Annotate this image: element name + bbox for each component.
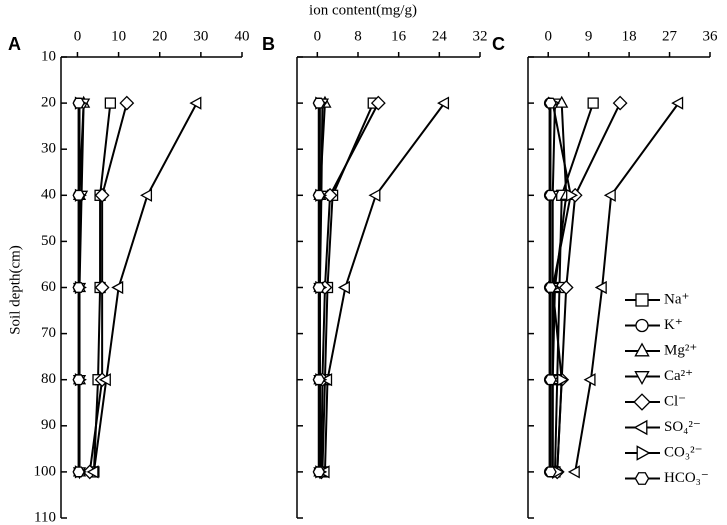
data-point [104, 97, 117, 109]
data-point [587, 97, 599, 109]
data-point [337, 280, 350, 295]
data-point [671, 96, 684, 110]
panel-label: C [492, 34, 505, 54]
legend-marker [634, 472, 650, 485]
data-point [312, 374, 326, 386]
x-tick-label: 10 [111, 28, 126, 44]
data-point [544, 282, 557, 293]
y-tick-label: 70 [41, 325, 56, 341]
x-tick-label: 0 [544, 28, 552, 44]
legend-label: SO₄²⁻ [664, 419, 701, 435]
data-point [544, 97, 557, 109]
data-point [594, 280, 607, 295]
y-tick-label: 60 [41, 279, 56, 295]
data-point [368, 188, 381, 202]
x-tick-label: 30 [193, 28, 208, 44]
panel-label: B [262, 34, 275, 54]
x-tick-label: 0 [74, 28, 82, 44]
legend-label: Na⁺ [664, 291, 689, 307]
x-tick-label: 24 [432, 28, 448, 44]
data-point [72, 97, 85, 109]
data-point [567, 465, 580, 479]
x-tick-label: 16 [391, 28, 407, 44]
legend-marker [635, 293, 649, 307]
data-point [437, 96, 450, 110]
legend-label: CO₃²⁻ [664, 444, 702, 460]
legend-label: K⁺ [664, 317, 683, 333]
data-point [312, 97, 326, 109]
legend-label: Ca²⁺ [664, 368, 693, 384]
data-point [544, 466, 557, 478]
x-tick-label: 27 [662, 28, 678, 44]
legend-marker [634, 371, 650, 386]
x-axis-label: ion content(mg/g) [309, 2, 417, 18]
data-point [72, 189, 85, 201]
data-point [557, 373, 570, 387]
data-point [189, 96, 202, 110]
data-point [140, 188, 153, 202]
y-tick-label: 80 [41, 371, 56, 387]
y-tick-label: 50 [41, 233, 56, 249]
series-line [574, 102, 680, 473]
legend-marker [633, 393, 651, 411]
data-point [72, 374, 85, 386]
data-point [94, 187, 110, 203]
data-point [583, 373, 596, 387]
data-point [544, 189, 557, 201]
data-point [86, 465, 99, 479]
data-point [612, 95, 628, 111]
x-tick-label: 8 [354, 28, 362, 44]
data-point [544, 374, 557, 386]
data-point [312, 189, 326, 201]
y-axis-label: Soil depth(cm) [7, 245, 23, 335]
panel-label: A [8, 34, 21, 54]
legend-label: HCO₃⁻ [664, 470, 709, 486]
x-tick-label: 36 [703, 28, 719, 44]
data-point [98, 373, 111, 387]
legend-label: Cl⁻ [664, 393, 686, 409]
y-tick-label: 20 [41, 95, 56, 111]
legend-marker [636, 445, 651, 461]
data-point [94, 280, 110, 295]
y-tick-label: 10 [41, 48, 56, 64]
data-point [322, 187, 338, 203]
x-tick-label: 20 [152, 28, 167, 44]
y-tick-label: 30 [41, 141, 56, 157]
x-tick-label: 0 [314, 28, 322, 44]
data-point [312, 282, 326, 293]
data-point [566, 188, 579, 202]
x-tick-label: 18 [622, 28, 637, 44]
y-tick-label: 100 [34, 463, 57, 479]
data-point [312, 466, 326, 478]
y-tick-label: 40 [41, 187, 56, 203]
legend-marker [634, 342, 650, 357]
legend-label: Mg²⁺ [664, 342, 697, 358]
legend-marker [635, 318, 649, 333]
x-tick-label: 40 [235, 28, 250, 44]
data-point [370, 95, 386, 111]
x-tick-label: 9 [585, 28, 593, 44]
data-point [72, 466, 85, 478]
y-tick-label: 90 [41, 417, 56, 433]
legend-marker [633, 419, 648, 436]
data-point [558, 280, 574, 295]
x-tick-label: 32 [473, 28, 488, 44]
data-point [72, 282, 85, 293]
data-point [111, 280, 124, 295]
data-point [119, 95, 135, 111]
y-tick-label: 110 [34, 509, 56, 525]
data-point [603, 188, 616, 202]
